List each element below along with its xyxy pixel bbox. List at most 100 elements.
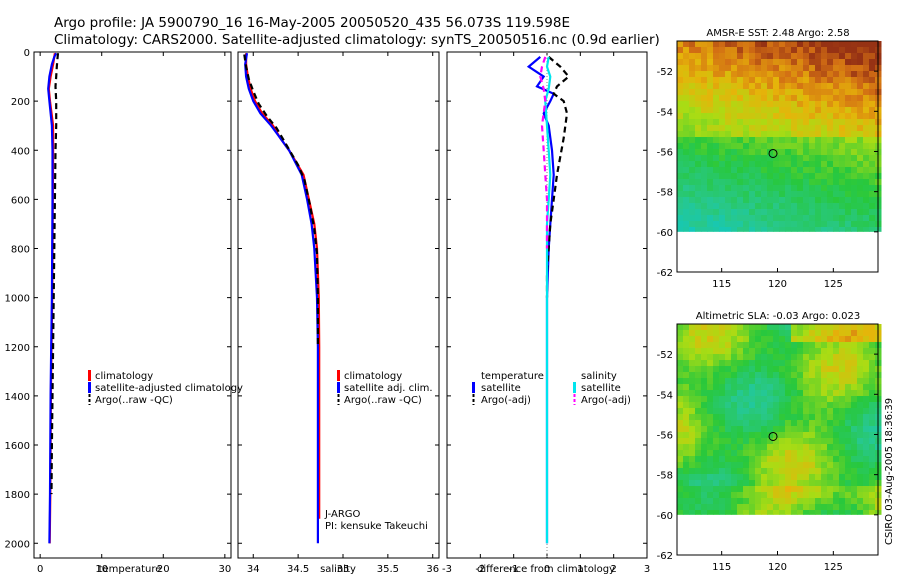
heatmap-cell xyxy=(809,125,816,132)
heatmap-cell xyxy=(695,149,702,156)
heatmap-cell xyxy=(845,215,852,222)
x-tick-label: 0 xyxy=(37,564,43,575)
heatmap-cell xyxy=(839,342,846,349)
heatmap-cell xyxy=(815,41,822,48)
heatmap-cell xyxy=(785,83,792,90)
heatmap-cell xyxy=(827,47,834,54)
heatmap-cell xyxy=(821,83,828,90)
heatmap-cell xyxy=(857,372,864,379)
heatmap-cell xyxy=(773,155,780,162)
heatmap-cell xyxy=(821,450,828,457)
y-tick-label: 800 xyxy=(11,245,30,256)
heatmap-cell xyxy=(719,179,726,186)
heatmap-cell xyxy=(857,408,864,415)
heatmap-cell xyxy=(743,336,750,343)
heatmap-cell xyxy=(719,53,726,60)
heatmap-cell xyxy=(797,390,804,397)
heatmap-cell xyxy=(743,191,750,198)
heatmap-cell xyxy=(785,209,792,216)
heatmap-cell xyxy=(779,185,786,192)
heatmap-cell xyxy=(713,95,720,102)
heatmap-cell xyxy=(773,426,780,433)
heatmap-cell xyxy=(725,119,732,126)
heatmap-cell xyxy=(869,65,876,72)
heatmap-cell xyxy=(707,354,714,361)
heatmap-cell xyxy=(719,131,726,138)
heatmap-cell xyxy=(845,510,852,515)
heatmap-cell xyxy=(725,41,732,48)
heatmap-cell xyxy=(737,107,744,114)
heatmap-cell xyxy=(731,119,738,126)
heatmap-cell xyxy=(731,83,738,90)
heatmap-cell xyxy=(791,77,798,84)
heatmap-cell xyxy=(725,149,732,156)
heatmap-cell xyxy=(815,161,822,168)
heatmap-cell xyxy=(821,324,828,331)
heatmap-cell xyxy=(821,131,828,138)
heatmap-cell xyxy=(809,95,816,102)
heatmap-cell xyxy=(773,414,780,421)
heatmap-cell xyxy=(821,137,828,144)
heatmap-cell xyxy=(707,155,714,162)
heatmap-cell xyxy=(845,143,852,150)
heatmap-cell xyxy=(725,468,732,475)
heatmap-cell xyxy=(803,456,810,463)
x-tick-label: 115 xyxy=(712,562,731,573)
heatmap-cell xyxy=(755,366,762,373)
heatmap-cell xyxy=(713,474,720,481)
heatmap-cell xyxy=(857,378,864,385)
heatmap-cell xyxy=(863,131,870,138)
heatmap-cell xyxy=(785,185,792,192)
heatmap-cell xyxy=(851,420,858,427)
heatmap-cell xyxy=(827,65,834,72)
heatmap-cell xyxy=(815,462,822,469)
heatmap-cell xyxy=(695,330,702,337)
y-tick-label: 400 xyxy=(11,146,30,157)
x-tick-label: 115 xyxy=(712,279,731,290)
heatmap-cell xyxy=(839,89,846,96)
heatmap-cell xyxy=(701,456,708,463)
heatmap-cell xyxy=(851,155,858,162)
heatmap-cell xyxy=(761,402,768,409)
heatmap-cell xyxy=(863,378,870,385)
heatmap-cell xyxy=(749,504,756,511)
heatmap-cell xyxy=(863,444,870,451)
heatmap-cell xyxy=(851,119,858,126)
heatmap-cell xyxy=(779,65,786,72)
heatmap-cell xyxy=(863,173,870,180)
heatmap-cell xyxy=(677,65,684,72)
heatmap-cell xyxy=(839,137,846,144)
heatmap-cell xyxy=(809,113,816,120)
heatmap-cell xyxy=(845,191,852,198)
heatmap-cell xyxy=(683,71,690,78)
heatmap-cell xyxy=(827,366,834,373)
heatmap-cell xyxy=(749,468,756,475)
heatmap-cell xyxy=(857,197,864,204)
heatmap-cell xyxy=(851,173,858,180)
heatmap-cell xyxy=(827,101,834,108)
heatmap-cell xyxy=(755,450,762,457)
heatmap-cell xyxy=(821,119,828,126)
heatmap-cell xyxy=(713,426,720,433)
heatmap-cell xyxy=(773,119,780,126)
heatmap-cell xyxy=(677,53,684,60)
y-tick-label: -60 xyxy=(657,511,673,522)
heatmap-cell xyxy=(683,83,690,90)
heatmap-cell xyxy=(767,360,774,367)
heatmap-cell xyxy=(845,83,852,90)
heatmap-cell xyxy=(737,101,744,108)
heatmap-cell xyxy=(773,89,780,96)
heatmap-cell xyxy=(719,384,726,391)
heatmap-cell xyxy=(791,89,798,96)
heatmap-cell xyxy=(713,420,720,427)
temperature-profile-chart: 0 10 20 30020040060080010001200140016001800… xyxy=(5,48,243,575)
heatmap-cell xyxy=(701,336,708,343)
heatmap-cell xyxy=(863,402,870,409)
heatmap-cell xyxy=(767,59,774,66)
heatmap-cell xyxy=(713,173,720,180)
heatmap-cell xyxy=(773,137,780,144)
y-tick-label: -52 xyxy=(657,67,673,78)
heatmap-cell xyxy=(761,348,768,355)
heatmap-cell xyxy=(695,450,702,457)
heatmap-cell xyxy=(821,191,828,198)
